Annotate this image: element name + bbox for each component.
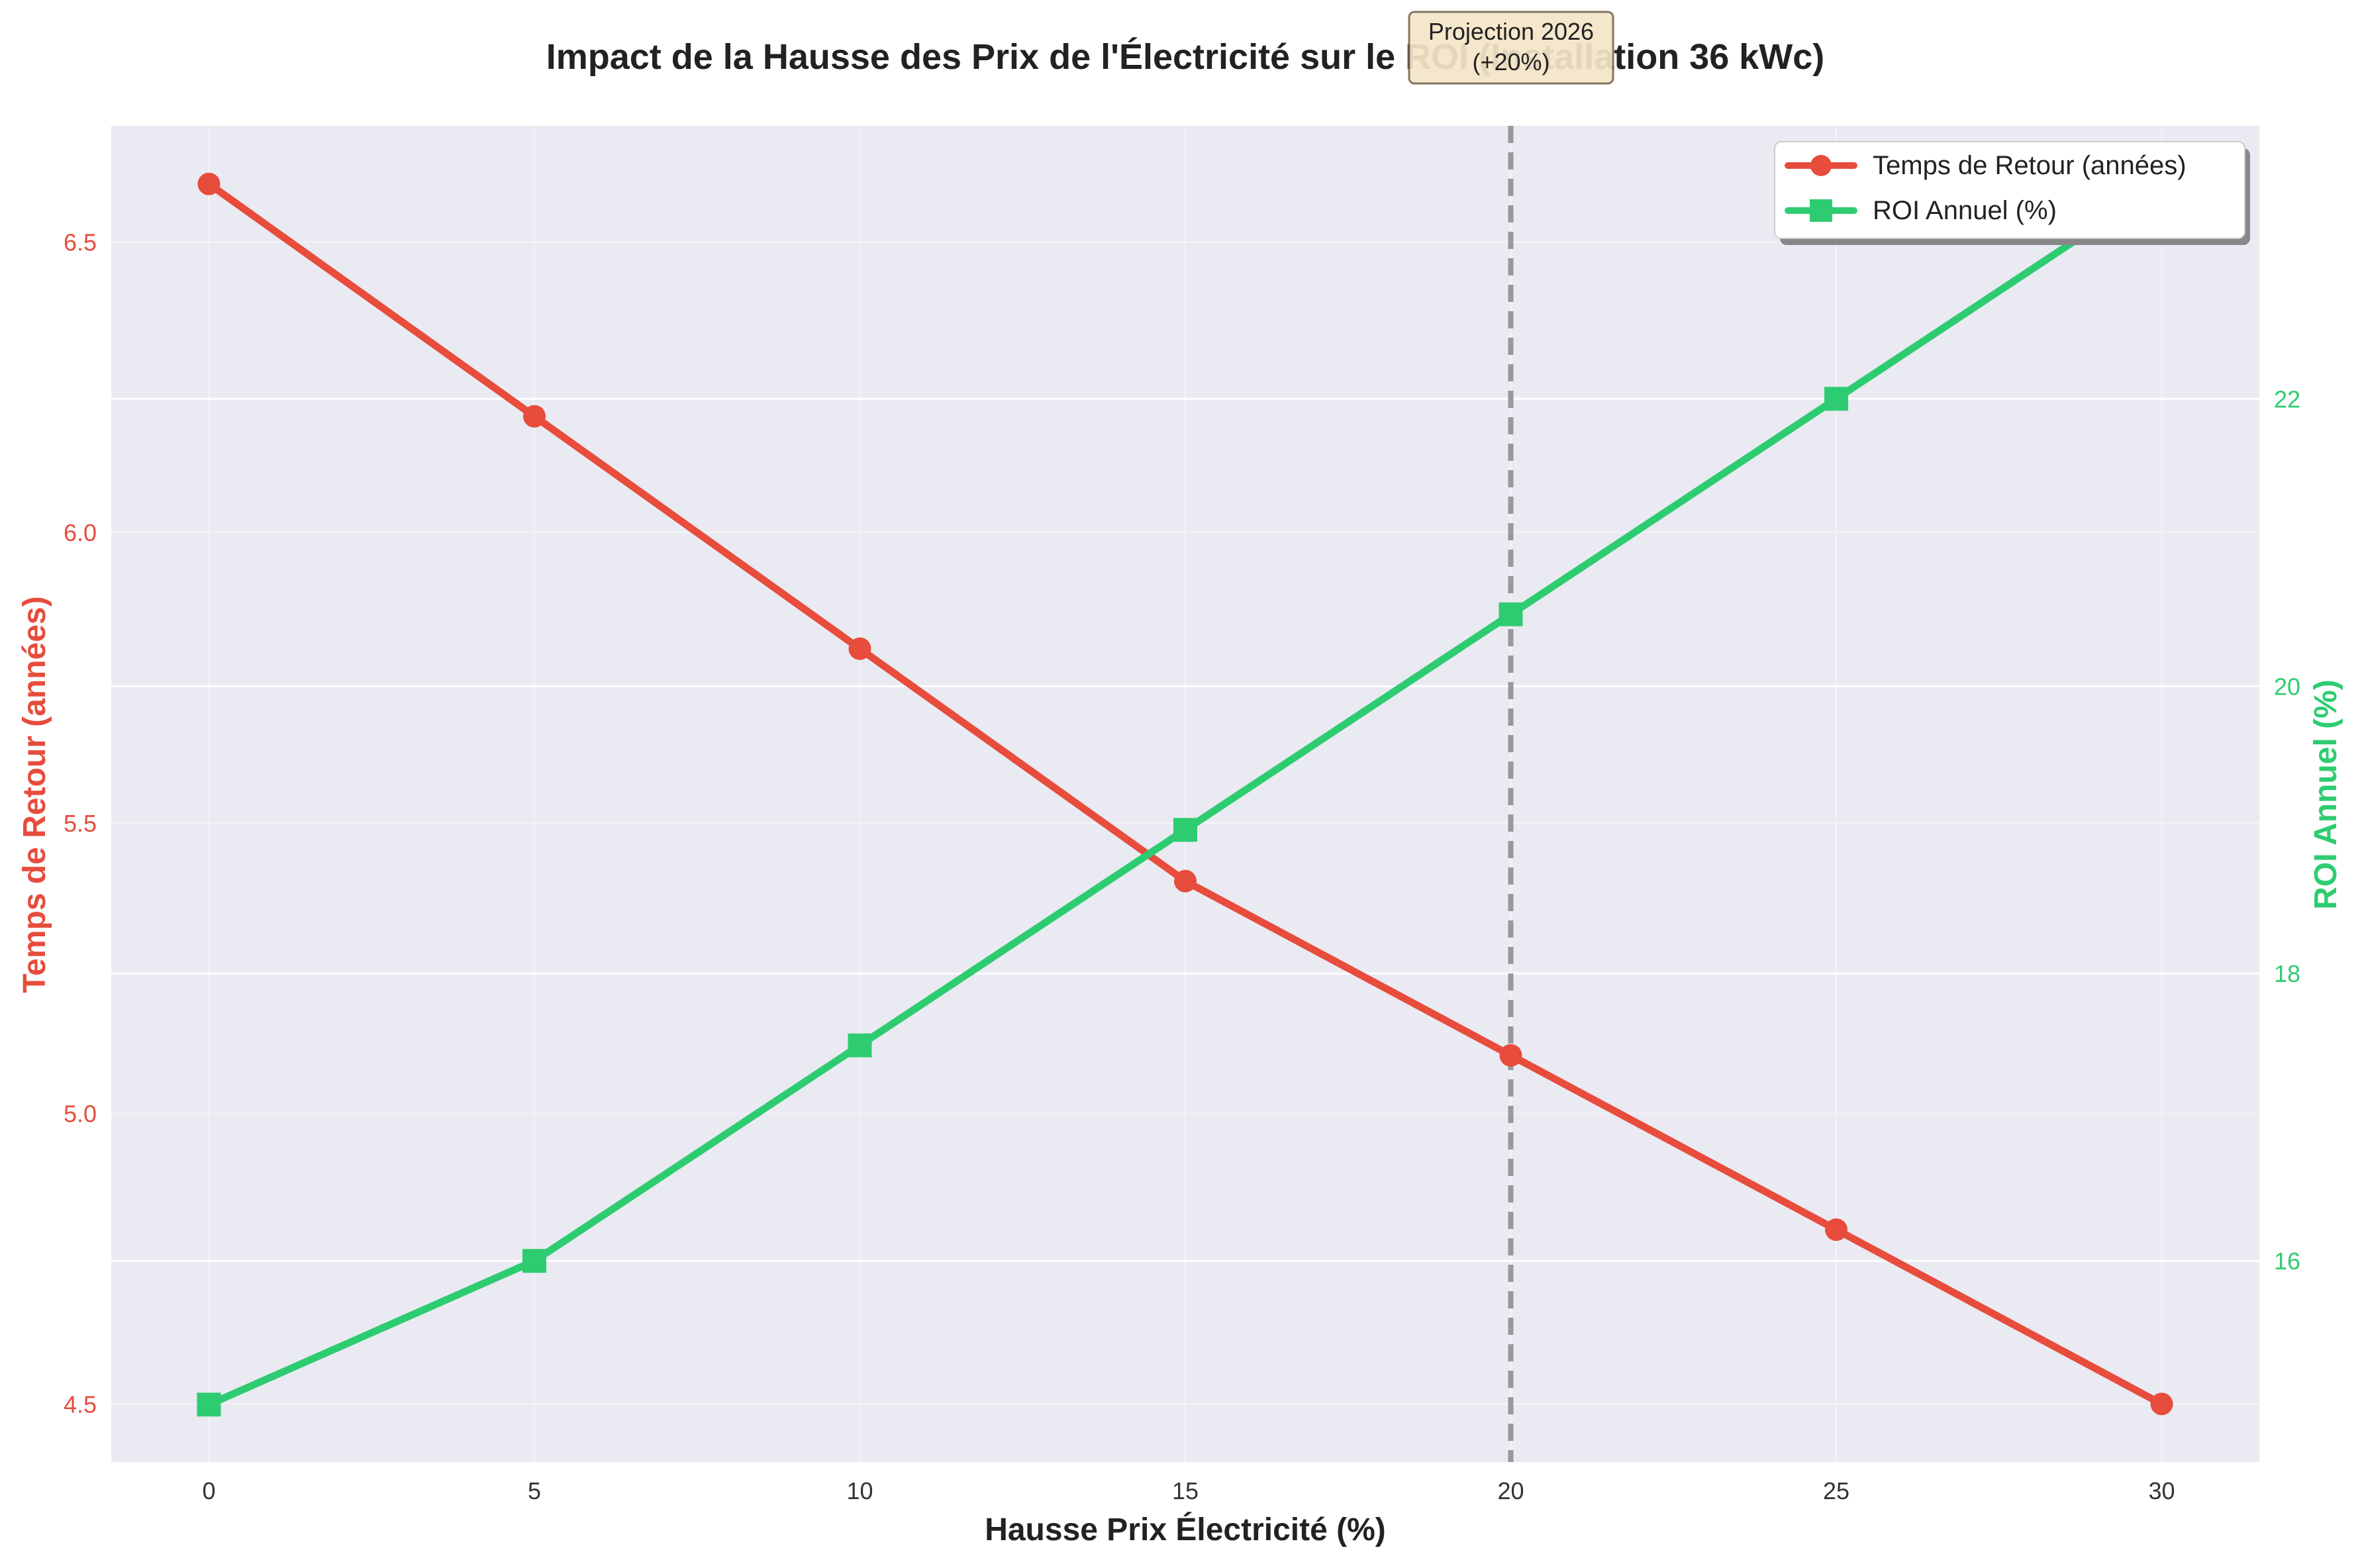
legend-marker-roi bbox=[1810, 199, 1832, 222]
data-point-roi-annuel bbox=[848, 1033, 872, 1057]
data-point-temps-retour bbox=[522, 405, 546, 428]
x-tick-label: 15 bbox=[1172, 1477, 1199, 1504]
x-tick-label: 0 bbox=[202, 1477, 215, 1504]
y-axis-right-label: ROI Annuel (%) bbox=[2308, 679, 2343, 910]
data-point-temps-retour bbox=[2150, 1393, 2173, 1416]
annotation-line-2: (+20%) bbox=[1472, 48, 1550, 75]
x-axis-label: Hausse Prix Électricité (%) bbox=[985, 1512, 1386, 1547]
legend-marker-temps bbox=[1810, 155, 1832, 176]
annotation-box bbox=[1408, 11, 1614, 85]
x-tick-label: 25 bbox=[1823, 1477, 1849, 1504]
data-point-temps-retour bbox=[197, 172, 221, 195]
axes: 0 5 10 15 20 25 30 4.5 5.0 5.5 6.0 6.5 16 18 20 22 bbox=[64, 228, 2300, 1504]
data-point-temps-retour bbox=[1825, 1218, 1848, 1242]
y-left-tick-label: 4.5 bbox=[64, 1391, 97, 1418]
legend-box bbox=[1774, 141, 2245, 239]
y-left-tick-label: 5.0 bbox=[64, 1101, 97, 1128]
annotation-line-1: Projection 2026 bbox=[1428, 18, 1594, 45]
data-point-roi-annuel bbox=[1499, 602, 1523, 626]
x-tick-label: 30 bbox=[2149, 1477, 2175, 1504]
legend-label-temps: Temps de Retour (années) bbox=[1873, 151, 2187, 180]
x-tick-label: 5 bbox=[528, 1477, 541, 1504]
y-axis-left-label: Temps de Retour (années) bbox=[17, 596, 52, 993]
y-right-tick-label: 18 bbox=[2274, 960, 2300, 987]
data-point-temps-retour bbox=[848, 637, 871, 660]
legend: Temps de Retour (années) ROI Annuel (%) bbox=[1774, 141, 2250, 245]
x-tick-label: 20 bbox=[1497, 1477, 1524, 1504]
data-point-roi-annuel bbox=[1824, 387, 1849, 411]
y-left-tick-label: 5.5 bbox=[64, 810, 97, 837]
series-group bbox=[197, 171, 2174, 1417]
projection-annotation: Projection 2026 (+20%) bbox=[1408, 11, 1614, 85]
data-point-roi-annuel bbox=[1173, 818, 1197, 842]
data-point-roi-annuel bbox=[197, 1393, 221, 1417]
legend-label-roi: ROI Annuel (%) bbox=[1873, 196, 2057, 225]
data-point-temps-retour bbox=[1499, 1044, 1522, 1067]
y-right-tick-label: 16 bbox=[2274, 1248, 2300, 1275]
y-right-tick-label: 22 bbox=[2274, 385, 2300, 413]
y-left-tick-label: 6.0 bbox=[64, 519, 97, 546]
y-left-tick-label: 6.5 bbox=[64, 228, 97, 256]
data-point-temps-retour bbox=[1174, 869, 1197, 893]
chart-title: Impact de la Hausse des Prix de l'Électr… bbox=[546, 37, 1825, 77]
y-right-tick-label: 20 bbox=[2274, 673, 2300, 700]
x-tick-label: 10 bbox=[846, 1477, 873, 1504]
data-point-roi-annuel bbox=[522, 1249, 546, 1273]
